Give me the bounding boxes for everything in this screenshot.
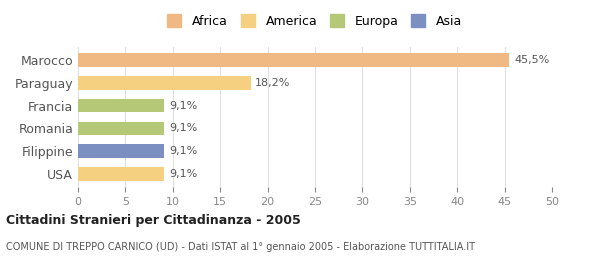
Text: Cittadini Stranieri per Cittadinanza - 2005: Cittadini Stranieri per Cittadinanza - 2… [6,214,301,227]
Text: 9,1%: 9,1% [169,169,197,179]
Bar [78,76,251,90]
Text: 9,1%: 9,1% [169,101,197,110]
Bar [78,122,164,135]
Bar [78,53,509,67]
Text: 18,2%: 18,2% [255,78,290,88]
Text: 45,5%: 45,5% [514,55,550,65]
Text: 9,1%: 9,1% [169,146,197,156]
Text: COMUNE DI TREPPO CARNICO (UD) - Dati ISTAT al 1° gennaio 2005 - Elaborazione TUT: COMUNE DI TREPPO CARNICO (UD) - Dati IST… [6,242,475,252]
Bar [78,99,164,112]
Bar [78,144,164,158]
Legend: Africa, America, Europa, Asia: Africa, America, Europa, Asia [164,11,466,32]
Text: 9,1%: 9,1% [169,124,197,133]
Bar [78,167,164,181]
